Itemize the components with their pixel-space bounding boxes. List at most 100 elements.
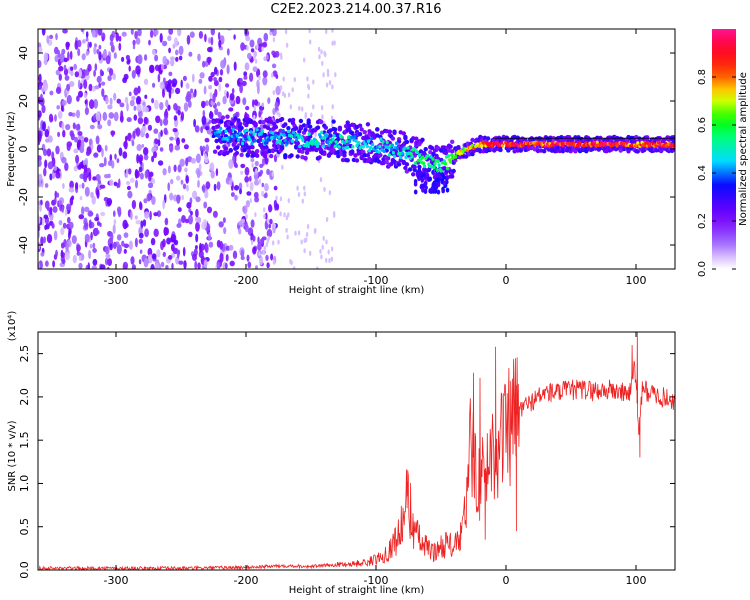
- noise-speck: [132, 130, 136, 140]
- ridge-core: [211, 134, 216, 138]
- noise-speck: [135, 179, 138, 189]
- noise-speck: [225, 254, 229, 262]
- noise-speck: [62, 29, 68, 34]
- noise-speck: [129, 177, 135, 183]
- noise-speck: [173, 103, 178, 111]
- noise-speck: [38, 133, 42, 143]
- ridge-halo: [401, 159, 406, 165]
- ridge-core: [298, 144, 302, 149]
- ridge-halo: [269, 119, 274, 125]
- noise-speck: [232, 250, 238, 259]
- noise-speck: [144, 106, 149, 113]
- noise-speck: [247, 52, 252, 60]
- noise-speck: [67, 51, 70, 62]
- noise-speck: [47, 161, 54, 170]
- noise-speck: [229, 260, 235, 267]
- noise-speck: [64, 252, 71, 261]
- noise-speck: [201, 145, 206, 152]
- noise-speck: [326, 72, 330, 77]
- noise-speck: [267, 97, 271, 104]
- ridge-core: [404, 155, 408, 160]
- noise-speck: [249, 39, 255, 48]
- noise-speck: [282, 76, 285, 82]
- noise-speck: [195, 217, 198, 222]
- noise-speck: [122, 151, 128, 159]
- noise-speck: [118, 42, 122, 51]
- ridge-halo: [258, 119, 263, 125]
- ridge-core: [436, 159, 440, 163]
- noise-speck: [107, 75, 112, 82]
- ridge-halo: [442, 180, 447, 186]
- ridge-core: [219, 126, 223, 131]
- ridge-halo: [250, 145, 255, 150]
- noise-speck: [78, 214, 85, 220]
- noise-speck: [99, 69, 103, 77]
- noise-speck: [123, 232, 129, 238]
- noise-speck: [38, 224, 41, 232]
- noise-speck: [125, 54, 130, 61]
- noise-speck: [124, 135, 128, 142]
- ridge-halo: [295, 140, 300, 146]
- noise-speck: [246, 254, 250, 262]
- noise-speck: [148, 39, 151, 46]
- noise-speck: [166, 83, 172, 93]
- ridge-core: [306, 143, 310, 148]
- noise-speck: [60, 252, 66, 258]
- noise-speck: [81, 182, 85, 189]
- ridge-halo: [403, 134, 408, 140]
- noise-speck: [222, 95, 227, 105]
- noise-speck: [210, 36, 214, 46]
- noise-speck: [60, 105, 64, 111]
- noise-speck: [275, 195, 278, 201]
- ridge-core: [312, 137, 316, 142]
- noise-speck: [38, 83, 43, 90]
- noise-speck: [170, 60, 175, 66]
- noise-speck: [253, 99, 259, 106]
- ridge-core: [417, 153, 421, 157]
- noise-speck: [261, 157, 266, 166]
- noise-speck: [319, 177, 323, 183]
- noise-speck: [121, 56, 125, 63]
- noise-speck: [259, 255, 264, 266]
- noise-speck: [197, 216, 202, 224]
- noise-speck: [245, 35, 251, 42]
- noise-speck: [130, 210, 133, 221]
- noise-speck: [107, 258, 112, 267]
- noise-speck: [228, 107, 234, 112]
- noise-speck: [107, 266, 110, 269]
- ridge-halo: [303, 127, 308, 132]
- noise-speck: [105, 246, 110, 255]
- noise-speck: [244, 176, 250, 183]
- noise-speck: [199, 145, 203, 152]
- ridge-core: [351, 144, 355, 149]
- noise-speck: [137, 97, 141, 105]
- noise-speck: [257, 84, 260, 95]
- noise-speck: [82, 159, 88, 166]
- ridge-core: [382, 149, 386, 153]
- noise-speck: [185, 175, 189, 184]
- noise-speck: [53, 230, 58, 241]
- noise-speck: [207, 46, 213, 53]
- noise-speck: [175, 175, 181, 181]
- noise-speck: [46, 35, 50, 44]
- noise-speck: [147, 182, 154, 189]
- ridge-core: [403, 146, 407, 150]
- noise-speck: [243, 71, 248, 77]
- noise-speck: [167, 104, 171, 111]
- noise-speck: [134, 30, 138, 40]
- ridge-core: [385, 140, 389, 145]
- noise-speck: [287, 198, 290, 204]
- ridge-halo: [336, 153, 341, 159]
- ridge-halo: [443, 150, 449, 156]
- noise-speck: [296, 185, 299, 191]
- ridge-halo: [236, 118, 241, 123]
- noise-speck: [269, 218, 273, 225]
- ridge-core: [255, 128, 259, 132]
- noise-speck: [263, 207, 266, 213]
- ridge-core: [278, 139, 282, 144]
- noise-speck: [177, 164, 182, 173]
- noise-speck: [183, 144, 189, 150]
- noise-speck: [194, 125, 200, 133]
- noise-speck: [333, 40, 336, 46]
- noise-speck: [334, 72, 337, 78]
